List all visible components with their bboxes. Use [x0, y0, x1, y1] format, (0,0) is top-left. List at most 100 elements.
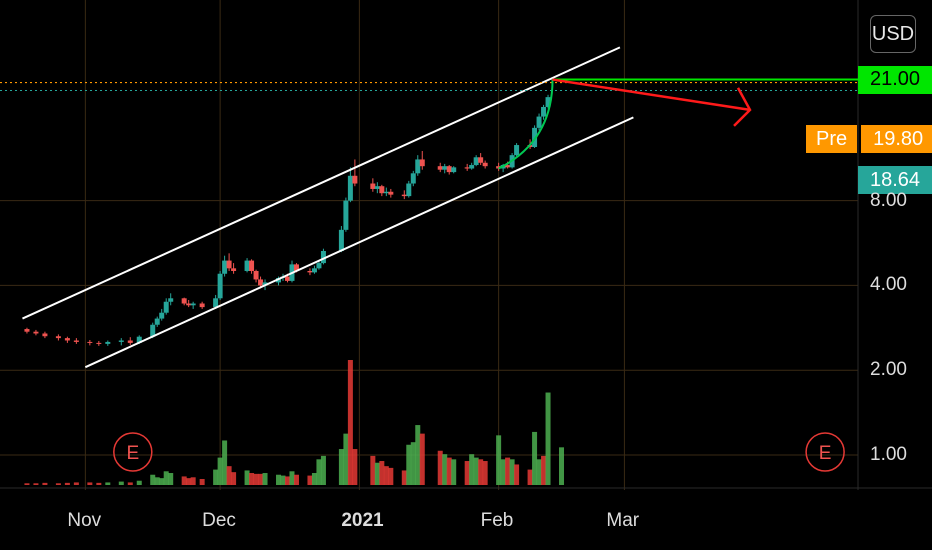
y-tick-label: 2.00 [870, 359, 907, 381]
volume-bar [276, 474, 282, 485]
candle-body [105, 341, 111, 344]
currency-button[interactable]: USD [870, 15, 916, 53]
candle-body [316, 263, 322, 269]
x-tick-label: Feb [480, 510, 514, 531]
candle-body [437, 166, 443, 170]
candle-body [478, 157, 484, 163]
volume-bars [24, 360, 565, 485]
candle-body [249, 260, 255, 272]
candle-body [186, 303, 192, 306]
volume-bar [406, 444, 412, 485]
candle-body [163, 301, 169, 313]
volume-bar [478, 459, 484, 485]
volume-bar [311, 473, 317, 485]
candle-body [262, 282, 268, 286]
volume-bar [469, 454, 475, 485]
x-tick-label: Mar [606, 510, 640, 531]
volume-bar [500, 459, 506, 485]
candle-body [545, 97, 551, 107]
volume-bar [289, 471, 295, 485]
channel-upper-line [22, 46, 621, 320]
candle-body [154, 318, 160, 325]
volume-bar [244, 470, 250, 485]
volume-bar [320, 455, 326, 485]
volume-bar [451, 459, 457, 485]
volume-bar [307, 475, 313, 485]
volume-bar [154, 477, 160, 485]
y-tick-label: 4.00 [870, 274, 907, 296]
volume-bar [284, 476, 290, 485]
candle-body [374, 186, 380, 189]
candle-body [136, 336, 142, 343]
candle-body [168, 298, 174, 302]
volume-bar [136, 480, 142, 485]
volume-bar [352, 449, 358, 485]
volume-bar [437, 450, 443, 485]
candle-body [532, 127, 538, 148]
candle-body [352, 175, 358, 184]
candle-body [190, 303, 196, 306]
candle-body [473, 157, 479, 166]
candle-body [73, 340, 79, 342]
volume-bar [446, 457, 452, 485]
volume-bar [159, 478, 165, 485]
premarket-price-label: 19.80 [861, 125, 932, 153]
candle-body [42, 333, 48, 337]
candle-body [410, 173, 416, 184]
chart-grid [0, 0, 932, 490]
volume-bar [87, 482, 93, 485]
volume-bar [505, 457, 511, 485]
candle-body [311, 268, 317, 273]
candle-body [505, 165, 511, 168]
volume-bar [532, 431, 538, 485]
volume-bar [442, 454, 448, 485]
volume-bar [186, 478, 192, 485]
candle-body [213, 298, 219, 308]
candle-body [64, 338, 70, 341]
premarket-price-tag: Pre 19.80 [806, 125, 932, 153]
volume-bar [509, 459, 515, 485]
volume-bar [473, 457, 479, 485]
volume-bar [168, 473, 174, 485]
candle-body [231, 268, 237, 272]
candle-body [55, 336, 61, 339]
earnings-marker-circle [113, 432, 153, 472]
volume-bar [213, 469, 219, 485]
volume-bar [55, 483, 61, 485]
candle-body [370, 183, 376, 189]
volume-bar [401, 470, 407, 485]
candle-body [415, 159, 421, 174]
volume-bar [190, 477, 196, 485]
x-tick-label: Dec [202, 510, 236, 531]
candle-body [226, 260, 232, 269]
candle-body [33, 331, 39, 334]
volume-bar [231, 472, 237, 485]
candle-body [401, 194, 407, 197]
candle-body [442, 166, 448, 170]
candle-body [118, 340, 124, 342]
candle-body [87, 341, 93, 343]
candle-body [150, 324, 156, 337]
candle-body [451, 167, 457, 173]
volume-bar [42, 482, 48, 485]
volume-bar [96, 482, 102, 485]
target-price-tag: 21.00 [858, 65, 932, 94]
volume-bar [105, 482, 111, 485]
volume-bar [374, 462, 380, 485]
candle-body [446, 166, 452, 173]
last-price-label: 18.64 [870, 168, 921, 191]
candle-body [338, 229, 344, 251]
volume-bar [262, 473, 268, 485]
candle-body [419, 159, 425, 167]
candle-body [541, 106, 547, 117]
volume-bar [347, 360, 353, 485]
earnings-marker-circle [805, 432, 845, 472]
candle-body [244, 260, 250, 272]
projection-arrow-head [733, 87, 752, 127]
y-tick-label: 1.00 [870, 444, 907, 465]
volume-bar [226, 466, 232, 485]
volume-bar [545, 392, 551, 485]
volume-bar [410, 442, 416, 485]
